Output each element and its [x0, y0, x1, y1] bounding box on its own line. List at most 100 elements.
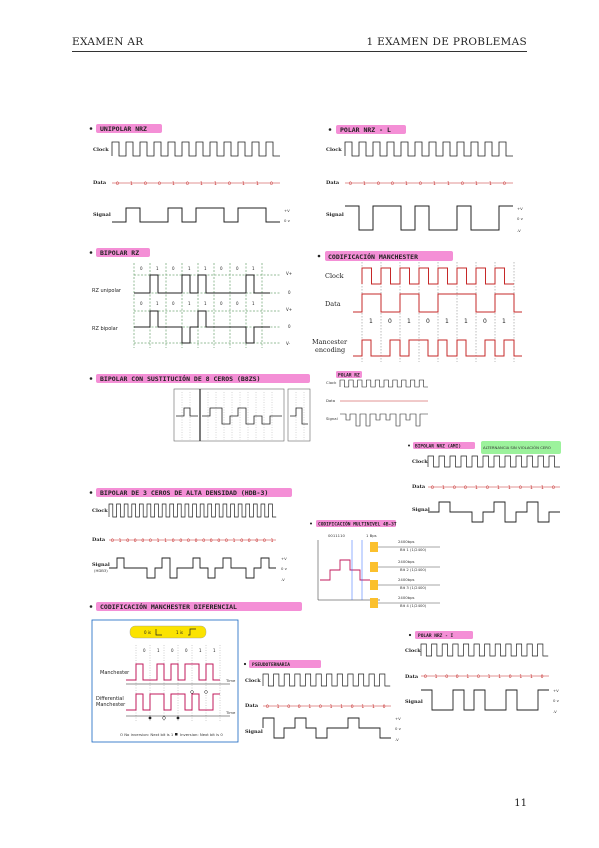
bit-digit: 0	[349, 181, 352, 187]
bit-digit: 0	[236, 301, 239, 306]
rz-unipolar-bits: 0 1 0 1 1 0 0 1	[140, 266, 255, 271]
pseudoternary-panel: PSEUDOTERNARIA Clock Data Signal 0 1 0 0 1 0 1…	[243, 660, 402, 742]
bit-digit: 1	[157, 538, 160, 544]
bit-digit: 0	[424, 674, 427, 680]
bit-digit: 1	[435, 674, 438, 680]
header-left: EXAMEN AR	[72, 36, 144, 48]
multilevel-rate-1: 2400bps	[398, 539, 414, 544]
pseudo-signal-label: Signal	[245, 729, 263, 735]
unipolar-data-label: Data	[93, 180, 107, 186]
polar-rz-signal-wave	[340, 413, 428, 427]
bit-digit: 1	[130, 181, 133, 187]
bit-digit: 0	[126, 538, 129, 544]
mdiff-footer-noinv: O No inversion: Next bit is 1	[120, 732, 174, 737]
bit-digit: 0	[383, 704, 386, 710]
ami-title: BIPOLAR NRZ (AMI)	[415, 444, 461, 450]
pseudo-plusv: +V	[395, 716, 401, 721]
rz-vminus: V-	[286, 341, 291, 346]
bit-digit: 0	[431, 485, 434, 491]
multilevel-baud-label: 1 Bps	[366, 533, 377, 538]
bit-digit: 0	[228, 181, 231, 187]
mdiff-differential-wave	[126, 693, 220, 711]
hdb3-clock-label: Clock	[92, 508, 108, 514]
bit-digit: 1	[188, 266, 191, 271]
polar-i-bits: 0 1 0 0 1 0 1 1 0 1 1 0	[424, 674, 544, 680]
bit-digit: 0	[240, 538, 243, 544]
bit-digit: 0	[477, 674, 480, 680]
bit-digit: 0	[220, 301, 223, 306]
mdiff-bits: 0 1 0 0 1 1	[143, 648, 216, 653]
multilevel-box-3: Bit 3 (1/2400)	[400, 585, 427, 590]
rz-unipolar-label: RZ unipolar	[92, 288, 122, 294]
bit-digit: 0	[552, 485, 555, 491]
hdb3-signal-label: Signal	[92, 562, 110, 568]
manchester-clock-wave	[361, 267, 514, 285]
bit-digit: 1	[199, 648, 202, 653]
manchester-bits: 1 0 1 0 1 1 0 1	[369, 318, 506, 325]
polar-i-title: POLAR NRZ - I	[418, 633, 454, 639]
manchester-data-wave	[353, 293, 522, 313]
bit-digit: 0	[144, 181, 147, 187]
manchester-data-label: Data	[325, 300, 341, 308]
bit-digit: 1	[433, 181, 436, 187]
ami-signal-label: Signal	[412, 507, 430, 513]
polar-i-data-label: Data	[405, 674, 419, 680]
bit-digit: 1	[372, 704, 375, 710]
bit-digit: 0	[319, 704, 322, 710]
polar-rz-panel: POLAR RZ Clock Data Signal	[326, 371, 428, 427]
mdiff-diff-label-2: Manchester	[96, 702, 126, 708]
bit-digit: 0	[111, 538, 114, 544]
bit-digit: 0	[391, 181, 394, 187]
manchester-clock-label: Clock	[325, 272, 344, 280]
polar-i-plusv: +V	[553, 688, 559, 693]
bit-digit: 0	[509, 674, 512, 680]
bit-digit: 0	[287, 704, 290, 710]
bit-digit: 1	[497, 485, 500, 491]
b8zs-wave-2	[290, 407, 308, 425]
rz-zero-1: 0	[288, 290, 291, 295]
bipolar-rz-title: BIPOLAR RZ	[100, 249, 139, 257]
ami-data-label: Data	[412, 484, 426, 490]
polar-i-clock-wave	[420, 643, 549, 657]
manchester-panel: CODIFICACIÓN MANCHESTER Clock Data Mance…	[312, 251, 522, 362]
multilevel-rate-3: 2400bps	[398, 577, 414, 582]
mdiff-title: CODIFICACIÓN MANCHESTER DIFERENCIAL	[100, 602, 237, 611]
pseudoternary-title: PSEUDOTERNARIA	[252, 662, 290, 668]
bit-digit: 1	[475, 181, 478, 187]
multilevel-rate-2: 2400bps	[398, 559, 414, 564]
bit-digit: 0	[186, 181, 189, 187]
bit-digit: 1	[363, 181, 366, 187]
bit-digit: 1	[214, 181, 217, 187]
bit-digit: 1	[277, 704, 280, 710]
multilevel-bits-label: 0011110	[328, 533, 345, 538]
polar-rz-signal-label: Signal	[326, 416, 338, 421]
mdiff-diff-label-1: Differential	[96, 696, 124, 702]
bit-digit: 1	[475, 485, 478, 491]
bit-digit: 1	[242, 181, 245, 187]
bit-digit: 0	[453, 485, 456, 491]
bit-digit: 1	[498, 674, 501, 680]
rz-vplus-1: V+	[286, 271, 292, 276]
manchester-title: CODIFICACIÓN MANCHESTER	[328, 252, 418, 261]
pseudo-signal-wave	[262, 717, 391, 739]
bit-digit: 0	[116, 181, 119, 187]
manchester-enc-label-1: Mancester	[312, 338, 348, 346]
page-number: 11	[514, 798, 527, 809]
hdb3-signal-wave	[109, 557, 276, 579]
bit-digit: 1	[213, 648, 216, 653]
hdb3-title: BIPOLAR DE 3 CEROS DE ALTA DENSIDAD (HDB…	[100, 489, 268, 497]
bit-digit: 1	[156, 266, 159, 271]
multilevel-rate-4: 2400bps	[398, 595, 414, 600]
bit-digit: 1	[508, 485, 511, 491]
ami-bits: 0 1 0 0 1 0 1 1 0 1 1 0	[431, 485, 555, 491]
bit-digit: 0	[225, 538, 228, 544]
b8zs-title: BIPOLAR CON SUSTITUCIÓN DE 8 CEROS (B8ZS…	[100, 374, 260, 383]
bit-digit: 1	[188, 301, 191, 306]
rz-vplus-2: V+	[286, 307, 292, 312]
bit-digit: 1	[233, 538, 236, 544]
pseudo-data-label: Data	[245, 703, 259, 709]
bit-digit: 1	[200, 181, 203, 187]
mdiff-legend-zero: 0 is	[144, 630, 151, 635]
bit-digit: 0	[172, 266, 175, 271]
